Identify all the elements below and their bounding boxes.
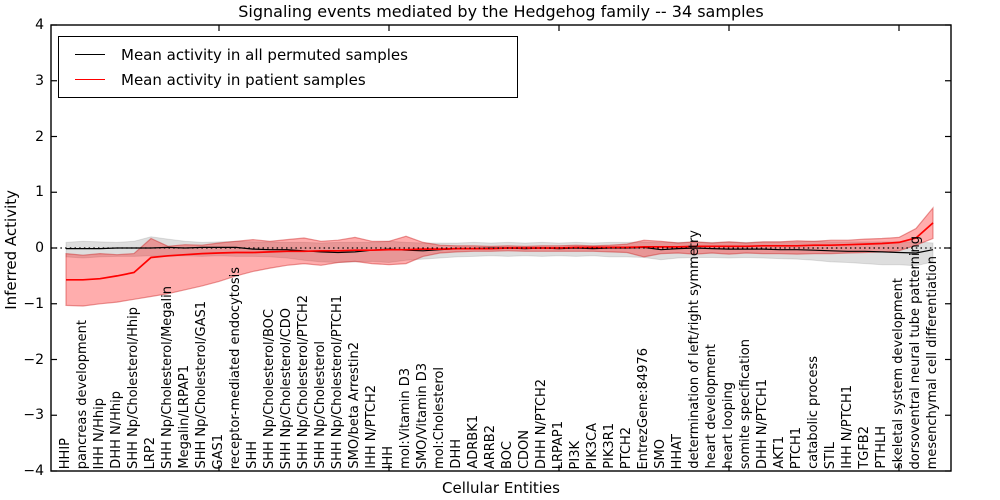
x-tick-label: IHH N/PTCH1 xyxy=(840,385,855,469)
x-tick-label: ADRBK1 xyxy=(466,415,481,469)
x-tick-label: IHH xyxy=(381,445,396,469)
x-tick-label: mol:Cholesterol xyxy=(432,367,447,469)
x-tick-label: PTCH1 xyxy=(789,426,804,469)
x-tick-label: SHH Np/Cholesterol/PTCH2 xyxy=(296,294,311,469)
y-tick-label: −3 xyxy=(23,407,44,424)
legend: Mean activity in all permuted samples Me… xyxy=(58,36,518,98)
y-tick-label: 4 xyxy=(35,17,44,33)
chart-title: Signaling events mediated by the Hedgeho… xyxy=(238,2,764,21)
legend-item-patient: Mean activity in patient samples xyxy=(75,67,517,92)
x-tick-label: catabolic process xyxy=(806,356,821,469)
y-tick-label: 0 xyxy=(35,240,44,256)
x-tick-label: DHH N/PTCH1 xyxy=(755,379,770,469)
x-tick-label: SMO/beta Arrestin2 xyxy=(347,342,362,469)
legend-item-permuted: Mean activity in all permuted samples xyxy=(75,42,517,67)
legend-line-patient-icon xyxy=(75,79,105,80)
x-tick-label: DHH xyxy=(449,439,464,469)
x-tick-label: STIL xyxy=(823,441,838,469)
x-tick-label: GAS1 xyxy=(211,433,226,470)
x-tick-label: pancreas development xyxy=(75,319,90,469)
x-tick-label: PI3K xyxy=(568,440,583,469)
x-tick-label: DHH N/Hhip xyxy=(109,391,124,469)
permuted-band xyxy=(65,236,934,267)
x-tick-label: heart looping xyxy=(721,382,736,469)
y-tick-label: −1 xyxy=(23,295,44,312)
x-tick-label: AKT1 xyxy=(772,436,787,469)
x-tick-label: mol:Vitamin D3 xyxy=(398,368,413,469)
x-tick-label: BOC xyxy=(500,441,515,469)
x-tick-label: SMO xyxy=(653,439,668,469)
x-tick-label: determination of left/right symmetry xyxy=(687,230,702,469)
x-tick-label: SHH Np/Cholesterol/Megalin xyxy=(160,286,175,469)
x-tick-label: somite specification xyxy=(738,338,753,469)
x-tick-label: EntrezGene:84976 xyxy=(636,347,651,469)
x-tick-label: SHH Np/Cholesterol/BOC xyxy=(262,308,277,469)
x-tick-label: SHH xyxy=(245,441,260,469)
y-tick-label: 1 xyxy=(35,184,44,201)
x-tick-label: SHH Np/Cholesterol/GAS1 xyxy=(194,301,209,469)
x-tick-label: ARRB2 xyxy=(483,424,498,469)
x-tick-label: PIK3CA xyxy=(585,422,600,469)
patient-band xyxy=(65,206,934,307)
x-tick-label: dorsoventral neural tube patterning xyxy=(908,235,923,469)
y-tick-label: 3 xyxy=(35,72,44,89)
y-tick-label: −4 xyxy=(23,463,44,479)
legend-label-permuted: Mean activity in all permuted samples xyxy=(121,45,408,64)
x-tick-label: DHH N/PTCH2 xyxy=(534,379,549,469)
x-tick-label: IHH N/PTCH2 xyxy=(364,385,379,469)
x-tick-label: heart development xyxy=(704,344,719,469)
x-tick-label: PIK3R1 xyxy=(602,423,617,469)
x-tick-label: SHH Np/Cholesterol/PTCH1 xyxy=(330,294,345,469)
x-tick-label: HHAT xyxy=(670,433,685,469)
x-tick-label: LRPAP1 xyxy=(551,420,566,469)
x-tick-label: HHIP xyxy=(58,437,73,469)
x-tick-label: PTCH2 xyxy=(619,426,634,469)
x-tick-label: SHH Np/Cholesterol/CDO xyxy=(279,307,294,469)
x-tick-label: receptor-mediated endocytosis xyxy=(228,266,243,469)
x-tick-label: TGFB2 xyxy=(857,426,872,469)
x-tick-label: LRP2 xyxy=(143,436,158,469)
x-tick-label: SHH Np/Cholesterol xyxy=(313,341,328,469)
y-tick-label: −2 xyxy=(23,351,44,368)
x-tick-label: skeletal system development xyxy=(891,277,906,469)
x-tick-label: IHH N/Hhip xyxy=(92,397,107,470)
legend-label-patient: Mean activity in patient samples xyxy=(121,70,366,89)
x-tick-label: SHH Np/Cholesterol/Hhip xyxy=(126,307,141,469)
x-tick-label: PTHLH xyxy=(874,426,889,469)
patient-mean-line xyxy=(66,222,934,281)
x-tick-label: CDON xyxy=(517,429,532,469)
x-tick-label: mesenchymal cell differentiation xyxy=(925,255,940,469)
legend-line-permuted-icon xyxy=(75,54,105,55)
x-axis-label: Cellular Entities xyxy=(442,479,560,497)
x-tick-label: SMO/Vitamin D3 xyxy=(415,362,430,469)
y-tick-label: 2 xyxy=(35,128,44,145)
x-tick-label: Megalin/LRPAP1 xyxy=(177,365,192,469)
